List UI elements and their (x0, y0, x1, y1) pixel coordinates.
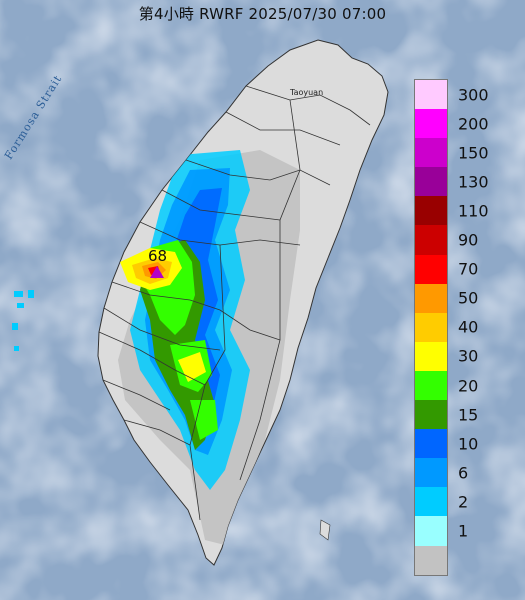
legend-label: 6 (458, 463, 469, 483)
legend-label: 1 (458, 521, 469, 541)
legend-label: 200 (458, 114, 489, 134)
legend-label: 50 (458, 288, 479, 308)
legend-swatch (415, 516, 447, 546)
legend-label: 110 (458, 201, 489, 221)
rainfall-legend (414, 79, 448, 576)
legend-label: 15 (458, 405, 479, 425)
legend-swatch (415, 341, 447, 371)
legend-swatch (415, 225, 447, 255)
legend-swatch (415, 138, 447, 168)
legend-swatch (415, 370, 447, 401)
county-borders (98, 85, 371, 521)
legend-swatch (415, 80, 447, 110)
map-title: 第4小時 RWRF 2025/07/30 07:00 (138, 5, 387, 23)
legend-label: 90 (458, 230, 479, 250)
legend-swatch (415, 429, 447, 459)
offshore-islands (12, 290, 34, 351)
legend-label: 2 (458, 492, 469, 512)
legend-swatch (415, 487, 447, 517)
legend-swatch (415, 283, 447, 313)
legend-swatch (415, 254, 447, 284)
legend-swatch (415, 312, 447, 342)
rain-zone-30mm-south (178, 352, 206, 382)
place-label-taoyuan: Taoyuan (290, 88, 324, 97)
legend-swatch (415, 458, 447, 488)
legend-label: 20 (458, 376, 479, 396)
legend-swatch (415, 109, 447, 139)
peak-triangle-marker (150, 266, 164, 278)
legend-label: 130 (458, 172, 489, 192)
legend-label: 300 (458, 85, 489, 105)
legend-label: 150 (458, 143, 489, 163)
legend-swatch (415, 545, 447, 575)
legend-swatch (415, 167, 447, 197)
legend-swatch (415, 400, 447, 430)
peak-rainfall-value: 68 (148, 247, 168, 265)
legend-label: 40 (458, 317, 479, 337)
legend-label: 10 (458, 434, 479, 454)
legend-label: 70 (458, 259, 479, 279)
legend-label: 30 (458, 346, 479, 366)
rainfall-layer (118, 150, 300, 545)
legend-swatch (415, 196, 447, 226)
rain-zone-20mm-far-south (190, 400, 218, 440)
northern-islet (319, 519, 331, 541)
